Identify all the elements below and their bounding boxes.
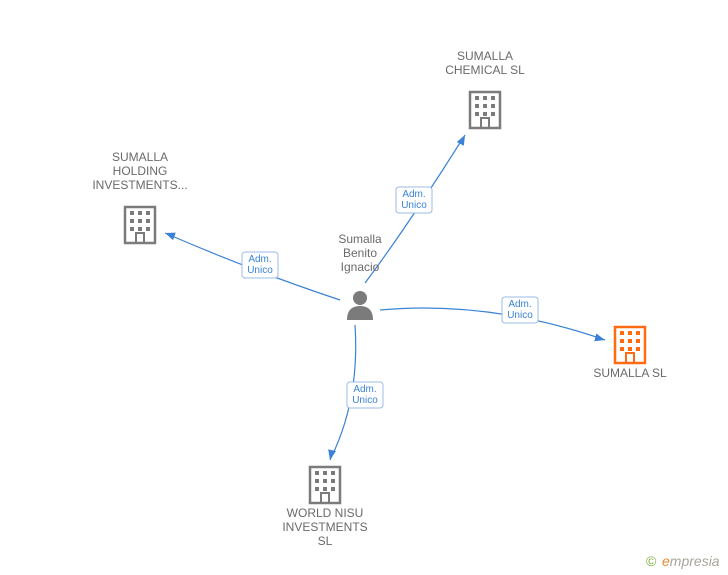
company-node-sumallasl[interactable]: SUMALLA SL — [593, 327, 667, 380]
company-node-chemical[interactable]: SUMALLACHEMICAL SL — [445, 49, 525, 128]
edge-worldnisu: Adm.Unico — [330, 325, 383, 460]
watermark-brand: empresia — [662, 553, 720, 569]
building-icon — [310, 467, 340, 503]
watermark: © empresia — [646, 553, 720, 569]
company-label: SUMALLAHOLDINGINVESTMENTS... — [92, 150, 187, 192]
edge-sumallasl: Adm.Unico — [380, 297, 605, 340]
building-icon — [615, 327, 645, 363]
edge-label: Adm.Unico — [247, 254, 273, 276]
edge-label: Adm.Unico — [352, 384, 378, 406]
company-label: SUMALLA SL — [593, 366, 667, 380]
company-node-holding[interactable]: SUMALLAHOLDINGINVESTMENTS... — [92, 150, 187, 243]
relationship-diagram: Adm.Unico Adm.Unico Adm.Unico Adm.Unico Suma… — [0, 0, 728, 575]
copyright-symbol: © — [646, 553, 657, 569]
company-label: WORLD NISUINVESTMENTSSL — [282, 506, 367, 548]
edge-chemical: Adm.Unico — [365, 135, 465, 283]
person-icon — [347, 291, 373, 320]
building-icon — [125, 207, 155, 243]
edge-label: Adm.Unico — [401, 189, 427, 211]
company-node-worldnisu[interactable]: WORLD NISUINVESTMENTSSL — [282, 467, 367, 548]
edge-label: Adm.Unico — [507, 299, 533, 321]
center-person-node[interactable]: SumallaBenitoIgnacio — [338, 232, 382, 320]
edges-layer: Adm.Unico Adm.Unico Adm.Unico Adm.Unico — [165, 135, 605, 460]
center-label: SumallaBenitoIgnacio — [338, 232, 382, 274]
edge-holding: Adm.Unico — [165, 233, 340, 300]
company-label: SUMALLACHEMICAL SL — [445, 49, 525, 77]
building-icon — [470, 92, 500, 128]
